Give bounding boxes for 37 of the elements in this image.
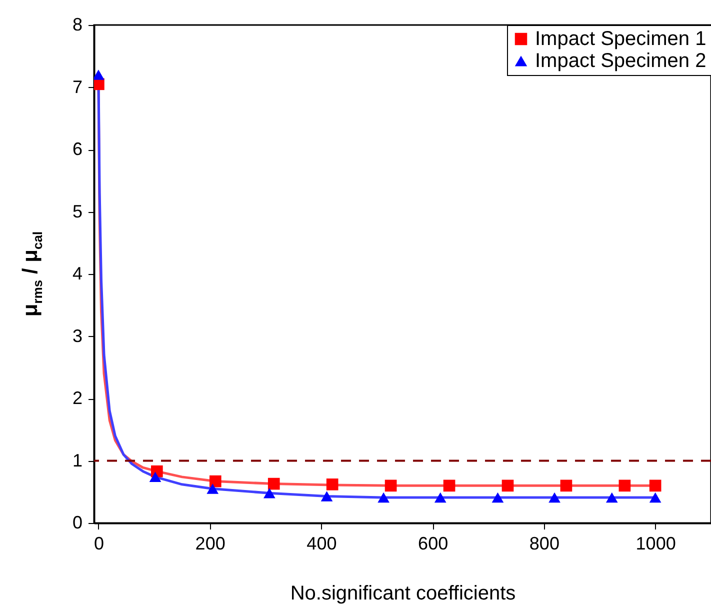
x-axis-title: No.significant coefficients [290,582,516,604]
y-tick-label: 5 [72,201,82,222]
y-tick-label: 7 [72,76,82,97]
x-tick-label: 800 [529,534,560,554]
legend-label: Impact Specimen 1 [535,28,706,50]
y-tick-label: 8 [72,14,82,34]
point [560,480,572,492]
point [149,472,162,482]
y-tick-label: 3 [72,326,82,346]
point [206,484,219,494]
point [649,480,662,492]
x-tick-label: 1000 [636,534,676,554]
point [378,492,390,503]
point [320,491,333,502]
point [209,475,222,488]
legend-label: Impact Specimen 2 [535,50,706,72]
x-tick-label: 600 [418,534,448,554]
point [548,492,560,503]
y-tick-label: 1 [72,450,82,470]
point [502,480,514,492]
point [618,480,631,492]
x-tick-label: 0 [94,534,104,554]
y-tick-label: 4 [72,264,82,284]
point [492,492,504,503]
point [268,478,280,490]
x-tick-label: 400 [306,534,337,554]
point [606,492,618,503]
y-tick-label: 6 [72,139,82,159]
x-tick-label: 200 [195,534,226,554]
point [326,478,338,490]
point [649,492,662,503]
point [443,480,456,492]
y-tick-label: 2 [72,388,82,408]
point [263,488,276,498]
point [384,480,397,492]
point [434,492,446,503]
y-tick-label: 0 [72,512,82,532]
